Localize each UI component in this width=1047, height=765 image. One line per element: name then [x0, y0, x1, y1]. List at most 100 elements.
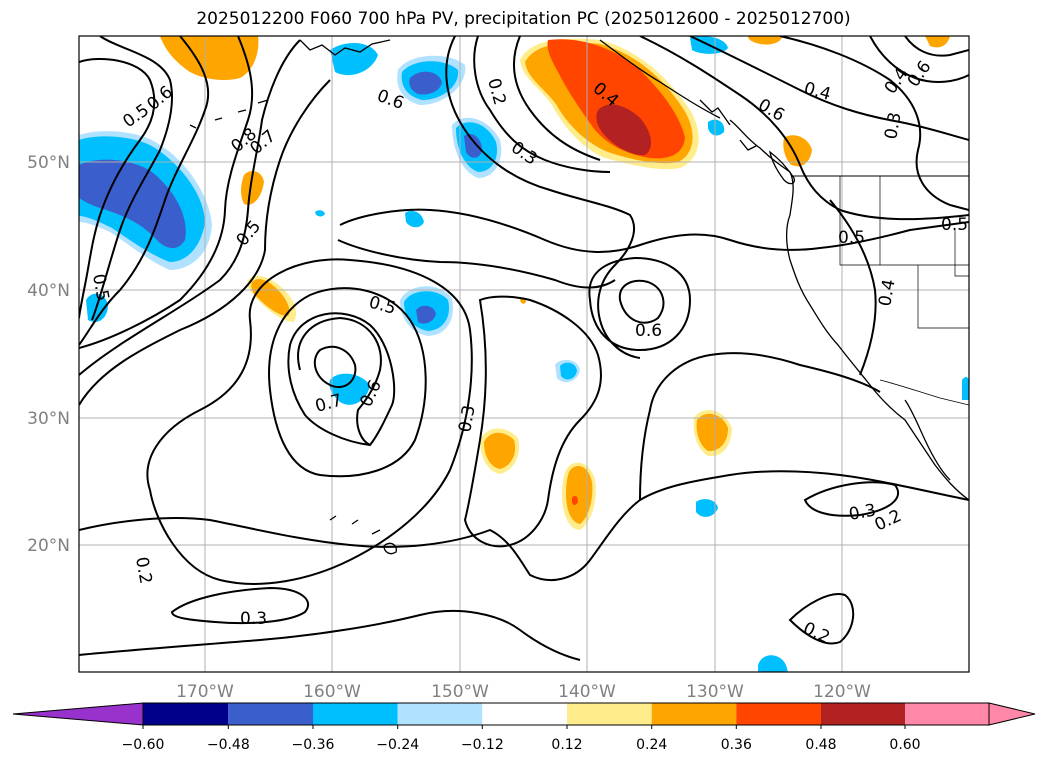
neg-anomaly-small-1	[405, 210, 424, 228]
lon-label: 150°W	[431, 682, 489, 702]
neg-anomaly-center-dark	[416, 305, 436, 324]
pv-contour-ne-04	[689, 36, 969, 141]
pv-contour-w1	[79, 58, 156, 319]
pv-contour-ring-3	[268, 287, 427, 478]
pv-contour-ne-06	[639, 36, 969, 221]
contour-label: 0.5	[838, 228, 865, 248]
lon-label: 130°W	[686, 682, 744, 702]
neg-anomaly-alaska-coast	[708, 119, 725, 136]
pv-contour-w6	[79, 79, 331, 406]
pos-anomaly-coast-small	[783, 135, 812, 167]
neg-anomaly-nw-dark	[79, 159, 186, 249]
pos-anomaly-ne-edge	[925, 36, 950, 48]
colorbar-tick-label: 0.12	[551, 737, 582, 753]
pv-contour-ne-05	[779, 36, 969, 211]
state-lines	[839, 176, 969, 329]
alaska-panhandle	[599, 39, 721, 119]
neg-anomaly-bottom	[758, 655, 788, 672]
pv-contour-w3	[79, 36, 210, 346]
colorbar-tick-label: −0.36	[292, 737, 335, 753]
lat-label: 50°N	[27, 153, 70, 173]
colorbar-tick-label: −0.24	[376, 737, 419, 753]
pv-contour-mid-05	[339, 208, 969, 253]
colorbar-frame	[142, 702, 990, 726]
colorbar-segment	[651, 703, 737, 725]
colorbar-tick-label: −0.60	[122, 737, 165, 753]
pv-contour-bottom	[79, 609, 581, 661]
neg-anomaly-small-4	[696, 499, 718, 517]
contour-label: 0.3	[240, 609, 267, 629]
colorbar-segment	[736, 703, 821, 725]
neg-anomaly-small-3-mid	[560, 362, 577, 380]
colorbar-segment	[482, 703, 567, 725]
colorbar-segment	[228, 703, 313, 725]
colorbar-extend-min	[12, 702, 144, 726]
colorbar-tick-label: 0.60	[889, 737, 920, 753]
contour-label: 0.3	[881, 111, 905, 141]
contour-label: 0.2	[131, 555, 155, 585]
colorbar-segment	[397, 703, 483, 725]
contour-label: 0.5	[88, 272, 112, 302]
lon-label: 120°W	[813, 682, 871, 702]
map-area: 0.5 0.6 0.8 0.7 0.5 0.5 0.6 0.2 0.3 0.4 …	[79, 36, 969, 672]
pv-contour-se-03	[803, 481, 900, 517]
colorbar: −0.60 −0.48 −0.36 −0.24 −0.12 0.12 0.24 …	[12, 702, 1036, 753]
neg-anomaly-small-2	[315, 210, 325, 217]
pv-contour-ne-top2	[904, 36, 969, 57]
colorbar-segment	[567, 703, 652, 725]
pv-contour-ring-1	[313, 345, 357, 388]
contour-label: 0.3	[455, 404, 479, 434]
neg-anomaly-top-1	[330, 43, 378, 76]
baja-coast	[904, 399, 951, 481]
lat-label: 20°N	[27, 536, 70, 556]
pv-contour-w5	[79, 39, 301, 376]
colorbar-tick-label: 0.36	[721, 737, 752, 753]
pv-contour-w2	[91, 36, 173, 321]
hawaii-islands	[329, 515, 397, 555]
pos-anomaly-ne-dark	[547, 39, 685, 159]
lon-label: 170°W	[176, 682, 234, 702]
bc-islands	[699, 99, 757, 151]
pv-contour-s-03	[463, 295, 602, 548]
pv-contour-s-02	[79, 470, 969, 581]
pv-contour-sw-03	[170, 586, 310, 625]
aleutian-bits	[189, 99, 269, 129]
plot-title: 2025012200 F060 700 hPa PV, precipitatio…	[196, 9, 851, 29]
lat-label: 40°N	[27, 281, 70, 301]
neg-anomaly-top-2-dark	[409, 71, 442, 95]
lat-label: 30°N	[27, 409, 70, 429]
pv-contour-ne-top	[869, 36, 969, 83]
pos-anomaly-south-dark	[572, 495, 578, 505]
colorbar-tick-label: 0.24	[636, 737, 667, 753]
pv-contour-loop-06	[618, 280, 665, 324]
colorbar-segment	[821, 703, 905, 725]
colorbar-ticks	[142, 725, 906, 729]
coastlines	[189, 39, 969, 555]
longitude-labels: 170°W 160°W 150°W 140°W 130°W 120°W	[176, 682, 871, 702]
colorbar-segment	[313, 703, 398, 725]
graticule	[79, 36, 969, 672]
pv-contour-nc-02	[473, 36, 611, 173]
colorbar-segment	[905, 703, 989, 725]
pos-anomaly-ne-max	[596, 104, 652, 156]
pv-contour-s-right	[639, 352, 881, 501]
pos-anomaly-top-right	[748, 36, 782, 45]
colorbar-segment	[143, 703, 229, 725]
map-frame	[78, 35, 970, 673]
contour-label: 0.6	[635, 321, 662, 341]
pv-contours	[79, 36, 969, 661]
pos-anomaly-south-mid	[566, 466, 593, 524]
lon-label: 140°W	[558, 682, 616, 702]
us-mexico-border	[879, 379, 969, 406]
pv-contour-mid-05b	[337, 239, 616, 289]
pos-anomaly-central-south-mid	[484, 432, 516, 469]
contour-label: 0.4	[875, 278, 899, 308]
contour-label: 0.3	[847, 501, 877, 525]
colorbar-extend-max	[988, 702, 1036, 726]
vancouver-island	[769, 150, 796, 185]
pv-contour-se-02	[788, 593, 855, 645]
pv-contour-ring-2	[287, 312, 396, 447]
colorbar-tick-label: −0.12	[461, 737, 504, 753]
north-america-coast	[729, 119, 969, 501]
